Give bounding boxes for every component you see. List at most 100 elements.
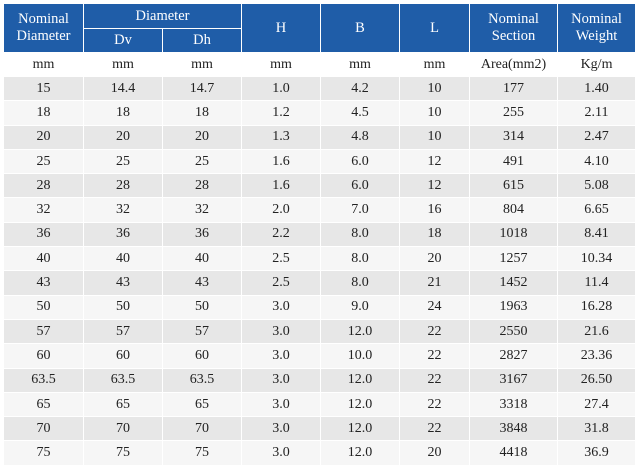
table-cell: 2827 [469,343,559,369]
table-row: 28 28 28 1.6 6.0 12 615 5.08 [3,173,637,199]
unit-cell: mm [320,52,401,77]
unit-cell: Area(mm2) [469,52,559,77]
table-cell: 3167 [469,367,559,393]
table-row: 40 40 40 2.5 8.0 20 1257 10.34 [3,246,637,272]
table-cell: 8.0 [320,246,401,272]
table-cell: 20 [399,246,471,272]
unit-cell: Kg/m [557,52,637,77]
table-cell: 10 [399,100,471,126]
header-row-top: Nominal Diameter Diameter H B L Nominal … [3,3,637,53]
header-nominal-weight-line2: Weight [575,28,618,44]
table-cell: 20 [83,124,163,150]
table-cell: 60 [83,343,163,369]
table-cell: 1.0 [241,75,322,102]
table-cell: 6.0 [320,173,401,199]
table-cell: 5.08 [557,173,637,199]
table-cell: 3848 [469,416,559,442]
table-cell: 27.4 [557,391,637,418]
table-cell: 3.0 [241,318,322,345]
table-cell: 50 [161,294,243,320]
table-row: 75 75 75 3.0 12.0 20 4418 36.9 [3,440,637,466]
table-cell: 57 [3,318,84,345]
table-cell: 804 [469,197,559,223]
table-cell: 57 [161,318,243,345]
table-cell: 32 [161,197,243,223]
table-cell: 65 [3,391,84,418]
table-cell: 10.34 [557,246,637,272]
table-cell: 1.6 [241,148,322,175]
table-cell: 15 [3,75,84,102]
table-cell: 1018 [469,221,559,248]
table-cell: 43 [3,270,84,296]
header-dv: Dv [83,28,163,53]
table-cell: 25 [3,148,84,175]
table-cell: 36 [83,221,163,248]
table-cell: 12.0 [320,367,401,393]
unit-cell: mm [3,52,84,77]
table-cell: 3.0 [241,416,322,442]
table-cell: 21 [399,270,471,296]
table-cell: 2.5 [241,246,322,272]
header-nominal-diameter: Nominal Diameter [3,3,84,53]
table-cell: 4.2 [320,75,401,102]
table-cell: 21.6 [557,318,637,345]
table-row: 65 65 65 3.0 12.0 22 3318 27.4 [3,391,637,418]
table-cell: 40 [161,246,243,272]
table-cell: 50 [83,294,163,320]
table-cell: 1.40 [557,75,637,102]
table-cell: 10.0 [320,343,401,369]
table-cell: 24 [399,294,471,320]
table-cell: 1.3 [241,124,322,150]
table-cell: 32 [83,197,163,223]
table-cell: 75 [83,440,163,466]
table-cell: 7.0 [320,197,401,223]
table-cell: 63.5 [3,367,84,393]
table-cell: 22 [399,367,471,393]
unit-cell: mm [161,52,243,77]
table-cell: 3.0 [241,391,322,418]
table-cell: 6.65 [557,197,637,223]
units-row: mm mm mm mm mm mm Area(mm2) Kg/m [3,52,637,77]
table-cell: 28 [83,173,163,199]
header-dh: Dh [161,28,243,53]
header-b: B [320,3,401,53]
table-cell: 2.47 [557,124,637,150]
unit-cell: mm [241,52,322,77]
table-cell: 75 [3,440,84,466]
table-row: 18 18 18 1.2 4.5 10 255 2.11 [3,100,637,126]
table-cell: 2.0 [241,197,322,223]
table-cell: 60 [161,343,243,369]
table-row: 32 32 32 2.0 7.0 16 804 6.65 [3,197,637,223]
table-cell: 36 [161,221,243,248]
table-cell: 16.28 [557,294,637,320]
table-cell: 26.50 [557,367,637,393]
table-cell: 4418 [469,440,559,466]
table-cell: 50 [3,294,84,320]
table-row: 36 36 36 2.2 8.0 18 1018 8.41 [3,221,637,248]
header-l: L [399,3,471,53]
table-cell: 3.0 [241,440,322,466]
table-cell: 20 [399,440,471,466]
table-cell: 14.7 [161,75,243,102]
table-cell: 25 [161,148,243,175]
table-cell: 20 [161,124,243,150]
table-cell: 615 [469,173,559,199]
header-nominal-diameter-line2: Diameter [16,28,71,44]
table-cell: 22 [399,343,471,369]
table-cell: 6.0 [320,148,401,175]
table-cell: 1.2 [241,100,322,126]
table-cell: 28 [3,173,84,199]
table-cell: 20 [3,124,84,150]
table-cell: 2.2 [241,221,322,248]
table-cell: 25 [83,148,163,175]
table-cell: 8.41 [557,221,637,248]
table-cell: 18 [83,100,163,126]
header-nominal-weight: Nominal Weight [557,3,637,53]
table-body: mm mm mm mm mm mm Area(mm2) Kg/m 15 14.4 1… [3,52,637,466]
table-cell: 4.8 [320,124,401,150]
header-diameter: Diameter [82,3,243,29]
table-cell: 1257 [469,246,559,272]
table-cell: 1452 [469,270,559,296]
table-cell: 43 [161,270,243,296]
table-cell: 491 [469,148,559,175]
